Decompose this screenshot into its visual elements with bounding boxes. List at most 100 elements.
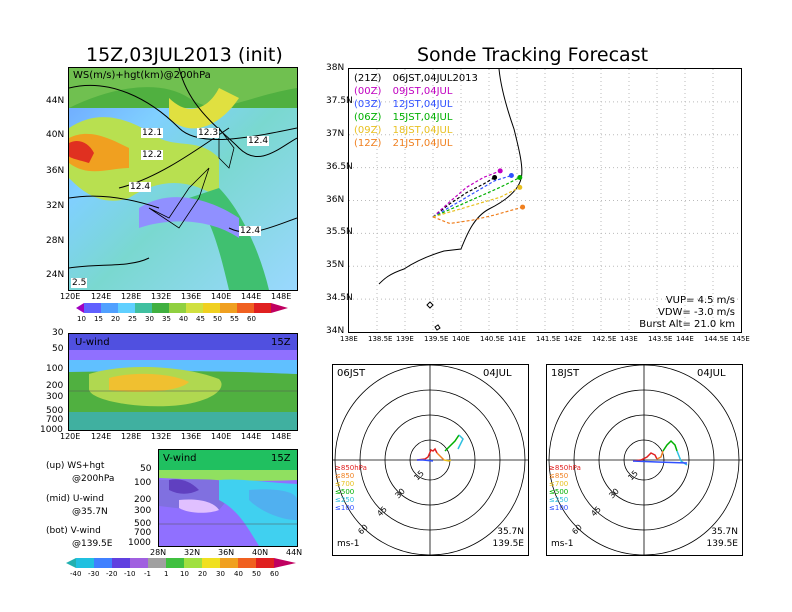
note-up-level: @200hPa [72,474,115,484]
track-x-tick: 138E [340,335,358,343]
track-y-tick: 34.5N [326,293,353,304]
legend-row-06z: (06Z) 15JST,04JUL [354,112,452,123]
u-x-tick: 144E [241,432,262,441]
track-x-tick: 139E [396,335,414,343]
u-x-tick: 136E [181,432,202,441]
note-mid-lat: @35.7N [72,507,108,517]
v-x-tick: 44N [286,548,303,557]
u-y-tick: 50 [52,344,64,354]
legend-row-21z: (21Z) 06JST,04JUL2013 [354,73,478,84]
hodo-06-unit: ms-1 [337,539,360,549]
legend-launch: (21Z) [354,73,382,84]
v-x-tick: 32N [184,548,201,557]
track-x-tick: 138.5E [368,335,393,343]
ws-x-tick: 132E [151,292,172,301]
island [426,301,441,331]
contour-label: 2.5 [71,278,88,288]
legend-row-12z: (12Z) 21JST,04JUL [354,138,452,149]
ws-cb-label: 45 [196,315,205,323]
track-line [432,176,521,218]
ws-colorbar-swatches [76,303,288,313]
contour-label: 12.3 [197,128,220,138]
v-x-tick: 28N [150,548,167,557]
v-cb-label: 20 [198,570,207,578]
ws-cb-label: 30 [145,315,154,323]
ws-x-tick: 140E [211,292,232,301]
ws-cb-label: 10 [77,315,86,323]
burst-text: Burst Alt= 21.0 km [639,319,735,330]
v-x-tick: 36N [218,548,235,557]
track-x-tick: 144.5E [704,335,729,343]
u-x-tick: 128E [121,432,142,441]
v-x-tick: 40N [252,548,269,557]
u-wind-panel: U-wind 15Z [68,333,298,431]
track-y-tick: 36N [326,194,345,205]
hodograph-18-plot [547,365,742,555]
u-y-tick: 1000 [40,425,63,435]
v-cb-label: -10 [124,570,136,578]
hodo-06-lon: 139.5E [492,539,524,549]
legend-row-03z: (03Z) 12JST,04JUL [354,99,452,110]
u-y-tick: 200 [46,381,64,391]
coastline [378,69,523,285]
hodo-06-lat: 35.7N [497,527,524,537]
v-y-tick: 100 [134,478,152,488]
track-x-tick: 143.5E [648,335,673,343]
vup-text: VUP= 4.5 m/s [665,295,735,306]
level-label: ≤250 [549,496,569,504]
level-label: ≤250 [335,496,355,504]
ws-x-tick: 120E [60,292,81,301]
track-x-tick: 141.5E [536,335,561,343]
u-wind-field [69,334,297,430]
track-end-point [517,174,523,180]
ws-cb-label: 40 [179,315,188,323]
track-x-tick: 142E [564,335,582,343]
v-wind-time: 15Z [271,453,291,464]
ws-map-label: WS(m/s)+hgt(km)@200hPa [73,70,211,81]
track-y-tick: 35N [326,260,345,271]
contour-label: 12.4 [247,136,270,146]
legend-launch: (03Z) [354,99,382,110]
ws-cb-label: 55 [230,315,239,323]
track-y-tick: 37N [326,128,345,139]
v-cb-label: 10 [180,570,189,578]
u-y-tick: 500 [46,406,64,416]
level-label: ≤500 [335,488,355,496]
track-map-plot [349,69,741,332]
track-y-tick: 35.5N [326,227,353,238]
left-title: 15Z,03JUL2013 (init) [86,44,283,66]
ws-map-panel: WS(m/s)+hgt(km)@200hPa 12.1 12.3 12.2 12… [68,67,298,291]
legend-row-09z: (09Z) 18JST,04JUL [354,125,452,136]
v-wind-field [159,450,297,546]
v-wind-panel: V-wind 15Z [158,449,298,547]
level-label: ≤850 [549,472,569,480]
legend-launch: (12Z) [354,138,382,149]
ws-cb-label: 20 [111,315,120,323]
ws-cb-label: 35 [162,315,171,323]
track-x-tick: 140E [452,335,470,343]
v-y-tick: 50 [140,464,152,474]
legend-launch: (09Z) [354,125,382,136]
hodo-18-lon: 139.5E [706,539,738,549]
ws-y-tick: 40N [46,130,65,140]
ws-cb-label: 50 [213,315,222,323]
v-y-tick: 700 [134,528,152,538]
u-wind-label: U-wind [75,337,110,348]
level-label: ≤700 [549,480,569,488]
v-wind-label: V-wind [163,453,197,464]
v-cb-label: -30 [88,570,100,578]
u-y-tick: 100 [46,364,64,374]
ws-colorbar [76,303,288,313]
ws-x-tick: 124E [91,292,112,301]
hodo-18-date: 04JUL [697,368,726,379]
v-y-tick: 200 [134,495,152,505]
contour-label: 12.2 [141,150,164,160]
track-x-tick: 143E [620,335,638,343]
v-colorbar-swatches [66,558,296,568]
level-label: ≥850hPa [335,464,367,472]
hodograph-18-panel: 18JST 04JUL 15 30 45 60 ≥850hPa ≤850 ≤70… [546,364,743,556]
track-end-point [508,173,514,179]
ws-y-tick: 44N [46,96,65,106]
note-bot-lon: @139.5E [72,539,113,549]
track-x-tick: 141E [508,335,526,343]
